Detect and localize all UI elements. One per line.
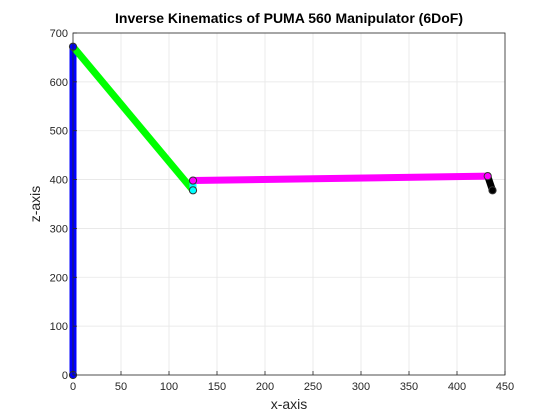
y-tick-label: 400 [50,175,68,187]
x-tick-label: 150 [208,381,226,393]
x-tick-label: 400 [448,381,466,393]
plot-area [68,32,506,380]
link-segment-2 [70,44,196,193]
joint-marker-3 [188,186,198,195]
link-segment-4 [192,172,488,185]
x-tick-label: 300 [352,381,370,393]
axes-background [73,33,505,375]
x-tick-labels: 0 50 100 150 200 250 300 350 400 450 [70,371,514,393]
x-tick-label: 200 [256,381,274,393]
y-tick-label: 300 [50,223,68,235]
x-tick-label: 350 [400,381,418,393]
axes-box [72,32,506,376]
x-tick-label: 450 [496,381,514,393]
chart-title: Inverse Kinematics of PUMA 560 Manipulat… [115,10,463,26]
joint-marker-6 [488,186,497,195]
y-tick-labels: 0 100 200 300 400 500 600 700 [50,28,77,382]
joint-marker-5 [483,172,492,181]
y-tick-label: 0 [62,370,68,382]
x-axis-label: x-axis [271,396,308,412]
y-tick-label: 100 [50,321,68,333]
y-axis-label: z-axis [27,186,43,223]
x-tick-label: 100 [160,381,178,393]
x-tick-label: 50 [115,381,127,393]
y-tick-label: 200 [50,272,68,284]
x-tick-label: 250 [304,381,322,393]
y-tick-label: 600 [50,77,68,89]
x-tick-label: 0 [70,381,76,393]
joint-marker-4 [188,176,198,185]
y-tick-label: 700 [50,28,68,40]
y-tick-label: 500 [50,126,68,138]
